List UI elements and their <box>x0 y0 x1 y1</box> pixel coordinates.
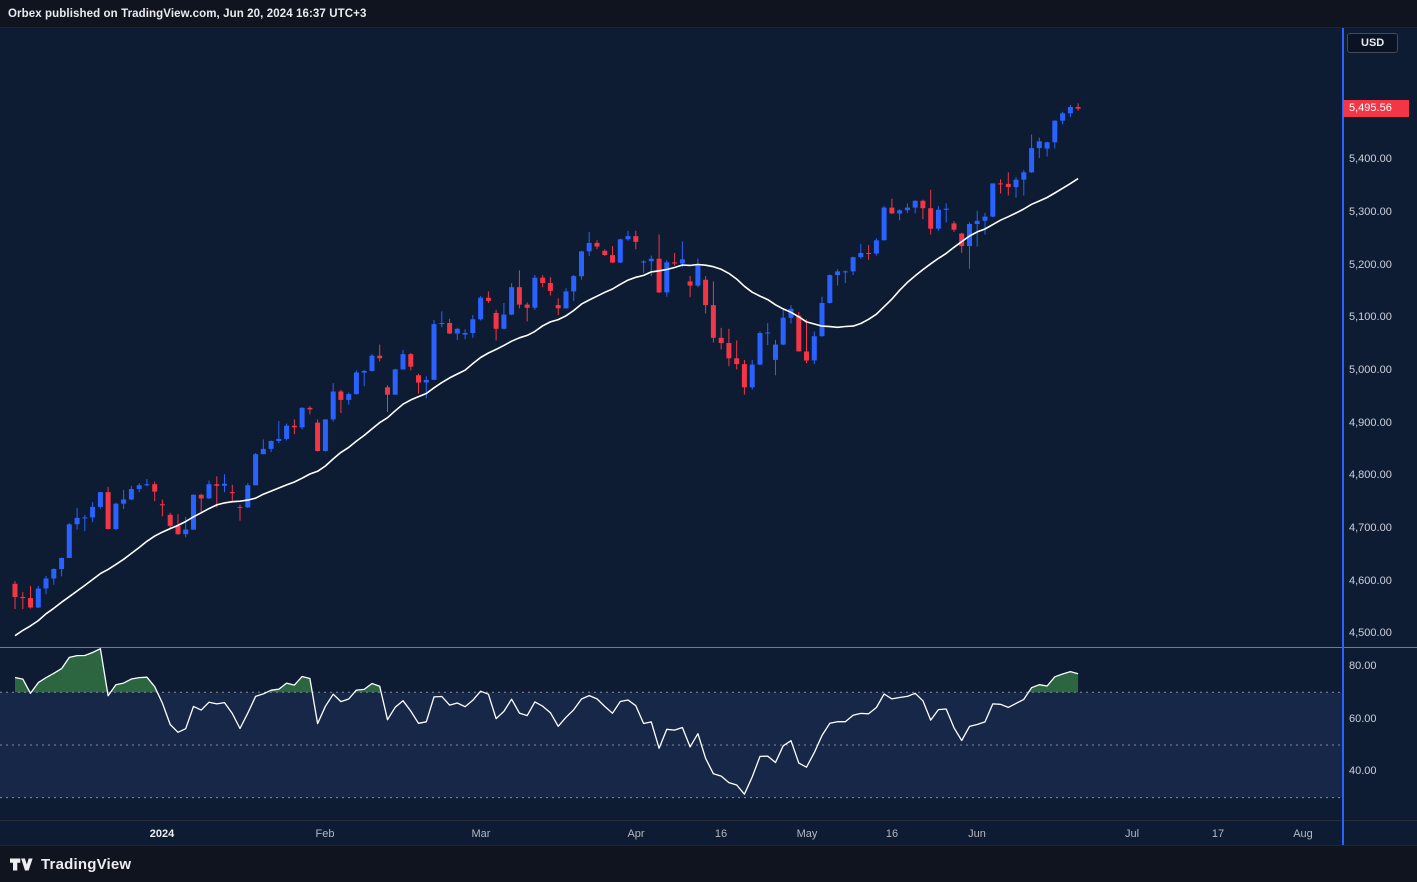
time-tick-label: Jul <box>1124 828 1140 840</box>
last-price-value: 5,495.56 <box>1349 102 1392 114</box>
rsi-tick-label: 40.00 <box>1349 765 1377 777</box>
price-axis-line <box>1342 28 1344 845</box>
time-tick-label: 16 <box>885 828 899 840</box>
attribution-text: Orbex published on TradingView.com, Jun … <box>8 7 367 20</box>
moving-average-line <box>14 177 1079 637</box>
price-tick-label: 4,500.00 <box>1349 627 1392 639</box>
currency-label: USD <box>1361 37 1385 49</box>
price-tick-label: 5,000.00 <box>1349 364 1392 376</box>
price-tick-label: 5,200.00 <box>1349 259 1392 271</box>
tradingview-logo-icon <box>10 858 33 870</box>
time-tick-label: Mar <box>471 828 491 840</box>
footer-bar: TradingView <box>0 845 1417 882</box>
rsi-overbought-fill <box>15 677 30 693</box>
time-axis-separator <box>0 820 1417 821</box>
time-tick-label: Jun <box>968 828 986 840</box>
rsi-overbought-fill <box>110 677 158 693</box>
rsi-overbought-fill <box>1028 671 1079 693</box>
price-tick-label: 5,100.00 <box>1349 311 1392 323</box>
time-tick-label: Apr <box>627 828 645 840</box>
price-tick-label: 4,900.00 <box>1349 417 1392 429</box>
candlesticks <box>12 103 1081 610</box>
price-tick-label: 4,800.00 <box>1349 469 1392 481</box>
last-price-badge: 5,495.56 <box>1343 100 1409 117</box>
attribution-bar: Orbex published on TradingView.com, Jun … <box>0 0 1417 28</box>
time-tick-label: Feb <box>315 828 335 840</box>
rsi-overbought-fill <box>31 648 108 693</box>
time-tick-label: 16 <box>714 828 728 840</box>
currency-button[interactable]: USD <box>1347 33 1399 53</box>
time-tick-label: 17 <box>1211 828 1225 840</box>
rsi-line <box>14 648 1079 795</box>
price-chart-canvas[interactable] <box>0 28 1343 820</box>
rsi-tick-label: 60.00 <box>1349 713 1377 725</box>
tradingview-wordmark: TradingView <box>41 855 132 873</box>
rsi-tick-label: 80.00 <box>1349 660 1377 672</box>
pane-separator[interactable] <box>0 647 1417 648</box>
time-tick-label: Aug <box>1293 828 1313 840</box>
tradingview-logo[interactable]: TradingView <box>10 856 131 873</box>
time-tick-label: May <box>796 828 818 840</box>
time-tick-label: 2024 <box>149 828 175 840</box>
price-tick-label: 4,700.00 <box>1349 522 1392 534</box>
price-tick-label: 5,400.00 <box>1349 153 1392 165</box>
price-tick-label: 4,600.00 <box>1349 575 1392 587</box>
price-tick-label: 5,300.00 <box>1349 206 1392 218</box>
